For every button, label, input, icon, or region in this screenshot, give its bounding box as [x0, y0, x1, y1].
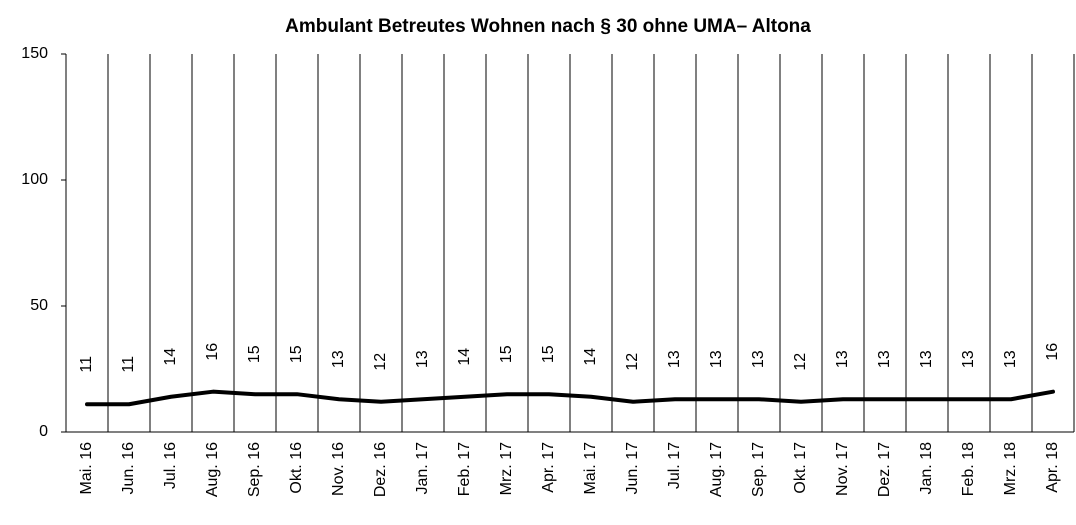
x-tick-label: Mai. 16 [78, 442, 95, 495]
data-label: 15 [540, 345, 557, 363]
data-label: 13 [834, 350, 851, 368]
line [85, 389, 1055, 407]
x-tick-label: Okt. 17 [792, 442, 809, 494]
data-label: 16 [1044, 343, 1061, 361]
data-label: 13 [876, 350, 893, 368]
data-label: 11 [120, 356, 137, 373]
x-tick-label: Jan. 18 [918, 442, 935, 495]
data-label: 12 [792, 353, 809, 371]
data-label: 14 [162, 348, 179, 366]
x-tick-label: Jan. 17 [414, 442, 431, 495]
x-tick-label: Feb. 17 [456, 442, 473, 496]
data-label: 13 [1002, 350, 1019, 368]
data-label: 14 [456, 348, 473, 366]
x-tick-label: Jul. 17 [666, 442, 683, 489]
y-tick-label: 50 [30, 297, 48, 314]
data-label: 12 [372, 353, 389, 371]
data-label: 15 [288, 345, 305, 363]
data-label: 13 [960, 350, 977, 368]
x-tick-label: Feb. 18 [960, 442, 977, 496]
x-tick-label: Dez. 17 [876, 442, 893, 497]
data-label: 13 [414, 350, 431, 368]
x-tick-label: Dez. 16 [372, 442, 389, 497]
x-tick-label: Mrz. 17 [498, 442, 515, 495]
data-label: 14 [582, 348, 599, 366]
x-tick-label: Okt. 16 [288, 442, 305, 494]
y-tick-label: 150 [21, 45, 48, 62]
data-label: 15 [246, 345, 263, 363]
x-tick-label: Apr. 18 [1044, 442, 1061, 493]
x-tick-label: Aug. 17 [708, 442, 725, 497]
data-label: 12 [624, 353, 641, 371]
x-tick-label: Jun. 17 [624, 442, 641, 495]
x-tick-label: Nov. 17 [834, 442, 851, 496]
data-label: 13 [918, 350, 935, 368]
data-label: 13 [330, 350, 347, 368]
x-tick-label: Sep. 16 [246, 442, 263, 497]
x-tick-label: Jul. 16 [162, 442, 179, 489]
x-tick-label: Jun. 16 [120, 442, 137, 495]
data-label: 16 [204, 343, 221, 361]
x-tick-label: Mrz. 18 [1002, 442, 1019, 495]
x-tick-label: Apr. 17 [540, 442, 557, 493]
y-tick-label: 100 [21, 171, 48, 188]
data-label: 13 [708, 350, 725, 368]
x-tick-label: Aug. 16 [204, 442, 221, 497]
data-label: 13 [666, 350, 683, 368]
data-label: 13 [750, 350, 767, 368]
chart-title: Ambulant Betreutes Wohnen nach § 30 ohne… [285, 16, 811, 37]
data-label: 11 [78, 356, 95, 373]
x-tick-label: Sep. 17 [750, 442, 767, 497]
data-label: 15 [498, 345, 515, 363]
x-tick-label: Nov. 16 [330, 442, 347, 496]
y-tick-label: 0 [39, 423, 48, 440]
x-tick-label: Mai. 17 [582, 442, 599, 495]
